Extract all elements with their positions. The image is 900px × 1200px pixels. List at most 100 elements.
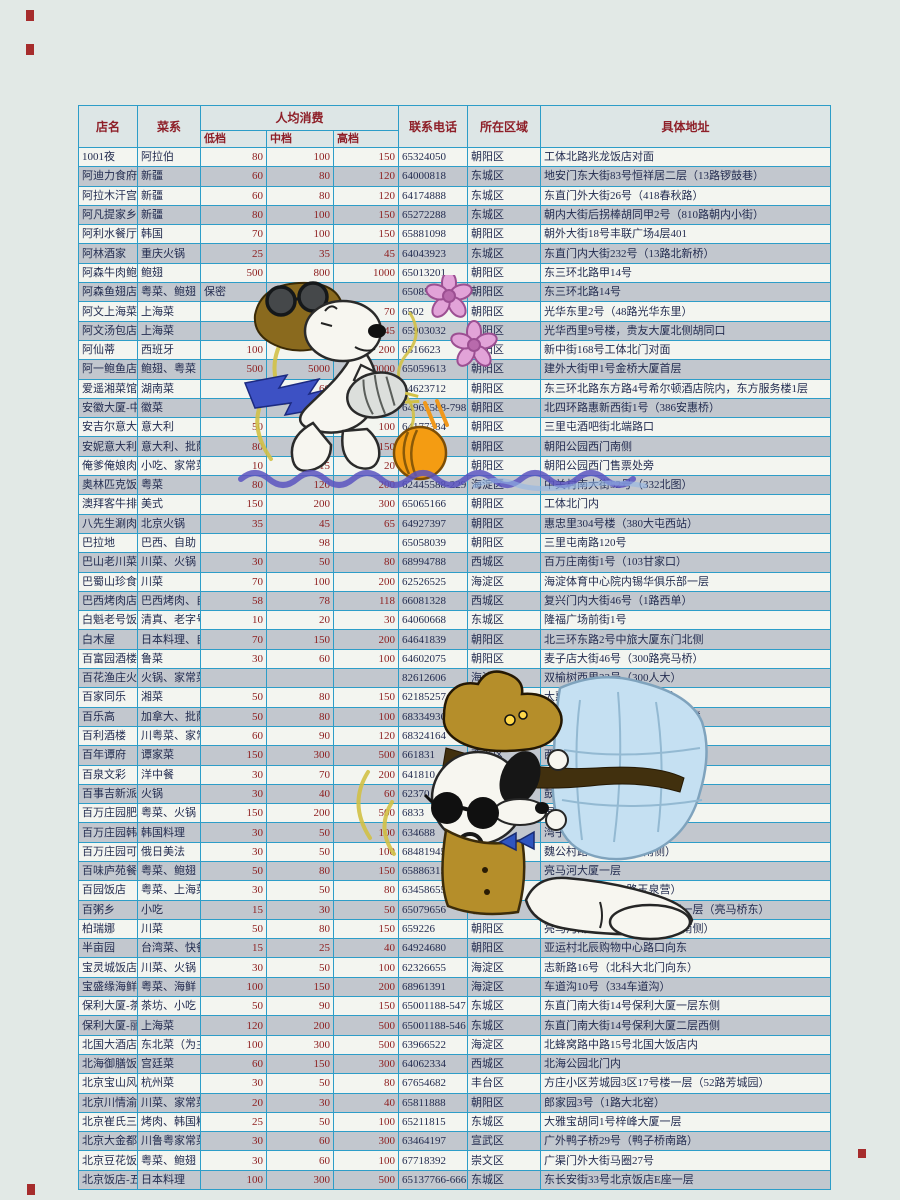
address-cell: 北蜂窝路中路15号北国大饭店内 [540, 1034, 832, 1055]
store-name-cell: 百泉文彩 [78, 764, 138, 785]
price-low-cell: 25 [200, 243, 267, 264]
red-registration-mark [27, 1184, 35, 1195]
cuisine-cell: 韩国 [137, 224, 201, 245]
price-high-cell: 100 [332, 1150, 400, 1171]
cuisine-cell: 川菜 [137, 918, 201, 940]
table-row: 半亩园 台湾菜、快餐 15 25 40 64924680 朝阳区 亚运村北辰购物… [78, 938, 832, 959]
price-low-cell: 10 [200, 610, 267, 631]
address-cell: 工体北路兆龙饭店对面 [540, 146, 832, 168]
price-high-cell: 500 [332, 1015, 400, 1036]
address-cell: 东直门内大街232号（13路北新桥） [540, 243, 832, 264]
price-mid-cell: 80 [266, 860, 334, 882]
price-mid-cell: 200 [266, 494, 334, 515]
table-row: 白魁老号饭庄 清真、老字号 10 20 30 64060668 东城区 隆福广场… [78, 610, 832, 631]
cuisine-cell: 鲍翅、粤菜 [137, 359, 201, 380]
price-mid-cell: 40 [266, 783, 334, 805]
address-cell: 朝阳公园西门南侧 [540, 436, 832, 457]
table-row: 安妮意大利餐厅 意大利、批萨 80 100 150 65011931 朝阳区 朝… [78, 436, 832, 457]
price-low-cell: 70 [200, 629, 267, 650]
address-cell: 复兴门内大街46号（1路西单） [540, 590, 832, 612]
col-header-consumption: 人均消费 [199, 105, 400, 131]
cuisine-cell: 清真、老字号 [137, 610, 201, 631]
cuisine-cell: 新疆 [137, 166, 201, 187]
store-name-cell: 百花渔庄火锅城 [78, 668, 138, 689]
price-mid-cell: 5000 [266, 359, 334, 380]
price-mid-cell: 300 [266, 1169, 334, 1191]
price-mid-cell: 100 [266, 571, 334, 592]
table-row: 百花渔庄火锅城 火锅、家常菜 82612606 海淀区 双榆树西里33号（300… [78, 668, 832, 689]
price-high-cell [332, 532, 400, 554]
address-cell: 东长安街33号北京饭店E座一层 [540, 1169, 832, 1191]
price-low-cell: 10 [200, 455, 267, 477]
phone-cell: 65001188-547 [398, 996, 469, 1017]
district-cell: 朝阳区 [467, 938, 542, 959]
address-cell: 玉泉路40号（300路玉泉营） [540, 880, 832, 901]
table-row: 北京川情渝缘 川菜、家常菜 20 30 40 65811888 朝阳区 郎家园3… [78, 1092, 832, 1113]
price-mid-cell: 60 [266, 378, 334, 399]
address-cell: 新中街168号工体北门对面 [540, 339, 832, 361]
address-cell: 车道沟10号（334车道沟） [540, 976, 832, 998]
phone-cell: 65001188-546 [398, 1015, 469, 1036]
phone-cell: 65011931 [398, 436, 469, 457]
table-row: 宝盛缘海鲜大酒楼 粤菜、海鲜 100 150 200 68961391 海淀区 … [78, 976, 832, 998]
col-header-phone: 联系电话 [398, 105, 469, 148]
price-low-cell: 30 [200, 552, 267, 573]
cuisine-cell: 西班牙 [137, 339, 201, 361]
price-high-cell: 150 [332, 436, 400, 457]
table-row: 百富园酒楼 鲁菜 30 60 100 64602075 朝阳区 麦子店大街46号… [78, 648, 832, 670]
phone-cell [398, 455, 469, 477]
price-low-cell: 30 [200, 648, 267, 670]
phone-cell: 62526525 [398, 571, 469, 592]
store-name-cell: 北国大酒店餐厅 [78, 1034, 138, 1055]
district-cell: 朝阳区 [467, 397, 542, 419]
cuisine-cell: 粤菜、鲍翅 [137, 1150, 201, 1171]
district-cell: 东城区 [467, 185, 542, 206]
table-row: 俺爹俺娘肉丁火烧 小吃、家常菜 10 15 20 朝阳区 朝阳公园西门售票处旁 [78, 455, 832, 477]
cuisine-cell: 宫廷菜 [137, 1053, 201, 1075]
address-cell: 亚运村北辰购物中心路口向东 [540, 938, 832, 959]
store-name-cell: 白木屋 [78, 629, 138, 650]
table-body: 1001夜 阿拉伯 80 100 150 65324050 朝阳区 工体北路兆龙… [78, 146, 832, 1191]
table-row: 阿文上海菜 上海菜 70 6502 朝阳区 光华东里2号（48路光华东里） [78, 301, 832, 322]
cuisine-cell: 巴西烤肉、自助 [137, 590, 201, 612]
price-high-cell: 150 [332, 224, 400, 245]
phone-cell: 65059613 [398, 359, 469, 380]
store-name-cell: 阿文汤包店 [78, 320, 138, 341]
district-cell: 朝阳区 [467, 417, 542, 438]
phone-cell: 64927397 [398, 513, 469, 534]
phone-cell: 68961391 [398, 976, 469, 998]
phone-cell: 68324164 [398, 725, 469, 747]
price-mid-cell: 50 [266, 1073, 334, 1094]
col-header-cuisine: 菜系 [137, 105, 201, 148]
cuisine-cell: 日本料理 [137, 1169, 201, 1191]
price-mid-cell: 78 [266, 590, 334, 612]
store-name-cell: 百年谭府 [78, 745, 138, 766]
table-row: 阿林酒家 重庆火锅 25 35 45 64043923 东城区 东直门内大街23… [78, 243, 832, 264]
cuisine-cell: 俄日美法 [137, 841, 201, 862]
price-high-cell: 20 [332, 455, 400, 477]
cuisine-cell: 上海菜 [137, 320, 201, 341]
store-name-cell: 保利大厦-丽晶 [78, 1015, 138, 1036]
price-high-cell: 500 [332, 803, 400, 824]
price-mid-cell: 120 [266, 475, 334, 496]
phone-cell: 65013201 [398, 262, 469, 284]
price-mid-cell: 800 [266, 262, 334, 284]
price-low-cell: 60 [200, 166, 267, 187]
phone-cell: 62326655 [398, 957, 469, 978]
price-low-cell: 35 [200, 513, 267, 534]
address-cell: 海淀体育中心院内锡华俱乐部一层 [540, 571, 832, 592]
phone-cell: 64177384 [398, 417, 469, 438]
address-cell: 枣营北里6号，伯宁花园楼下一层（亮马桥东） [540, 899, 832, 920]
phone-cell: 65079656 [398, 899, 469, 920]
address-cell: 中关村南大街52号（332北图） [540, 475, 832, 496]
phone-cell: 68994788 [398, 552, 469, 573]
address-cell: 光华东里2号（48路光华东里） [540, 301, 832, 322]
cuisine-cell: 小吃、家常菜 [137, 455, 201, 477]
table-row: 百万庄园肥牛城 粤菜、火锅 150 200 500 6833 西城区 展览馆路（… [78, 803, 832, 824]
district-cell: 西城区 [467, 1053, 542, 1075]
store-name-cell: 百乐高 [78, 706, 138, 727]
district-cell: 东城区 [467, 610, 542, 631]
price-mid-cell: 90 [266, 725, 334, 747]
price-low-cell: 30 [200, 957, 267, 978]
